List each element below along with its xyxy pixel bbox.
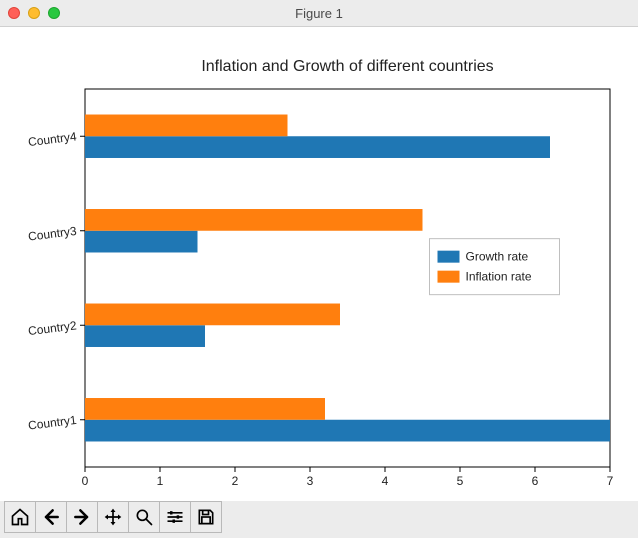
home-icon xyxy=(10,507,30,527)
close-icon[interactable] xyxy=(8,7,20,19)
bar-growth xyxy=(85,325,205,347)
save-icon xyxy=(196,507,216,527)
titlebar: Figure 1 xyxy=(0,0,638,27)
zoom-icon xyxy=(134,507,154,527)
zoom-button[interactable] xyxy=(128,501,160,533)
forward-icon xyxy=(72,507,92,527)
figure-canvas: Inflation and Growth of different countr… xyxy=(0,27,638,496)
subplots-icon xyxy=(165,507,185,527)
xtick-label: 5 xyxy=(457,474,464,488)
legend-label: Growth rate xyxy=(466,250,529,264)
xtick-label: 1 xyxy=(157,474,164,488)
window-controls xyxy=(8,7,60,19)
back-icon xyxy=(41,507,61,527)
xtick-label: 4 xyxy=(382,474,389,488)
pan-button[interactable] xyxy=(97,501,129,533)
xtick-label: 6 xyxy=(532,474,539,488)
legend: Growth rate Inflation rate xyxy=(430,239,560,295)
bar-growth xyxy=(85,136,550,158)
forward-button[interactable] xyxy=(66,501,98,533)
bar-inflation xyxy=(85,304,340,326)
figure-window: Figure 1 Inflation and Growth of differe… xyxy=(0,0,638,538)
chart-svg: Inflation and Growth of different countr… xyxy=(0,27,638,501)
xtick-label: 3 xyxy=(307,474,314,488)
bar-inflation xyxy=(85,398,325,420)
bar-inflation xyxy=(85,209,423,231)
xtick-label: 2 xyxy=(232,474,239,488)
xtick-label: 7 xyxy=(607,474,614,488)
legend-swatch xyxy=(438,251,460,263)
subplots-button[interactable] xyxy=(159,501,191,533)
bar-growth xyxy=(85,231,198,253)
xtick-label: 0 xyxy=(82,474,89,488)
bar-inflation xyxy=(85,115,288,137)
mpl-toolbar xyxy=(0,496,638,538)
home-button[interactable] xyxy=(4,501,36,533)
maximize-icon[interactable] xyxy=(48,7,60,19)
legend-label: Inflation rate xyxy=(466,270,532,284)
bar-growth xyxy=(85,420,610,442)
pan-icon xyxy=(103,507,123,527)
legend-swatch xyxy=(438,271,460,283)
window-title: Figure 1 xyxy=(0,6,638,21)
chart-title: Inflation and Growth of different countr… xyxy=(201,58,493,75)
minimize-icon[interactable] xyxy=(28,7,40,19)
back-button[interactable] xyxy=(35,501,67,533)
save-button[interactable] xyxy=(190,501,222,533)
